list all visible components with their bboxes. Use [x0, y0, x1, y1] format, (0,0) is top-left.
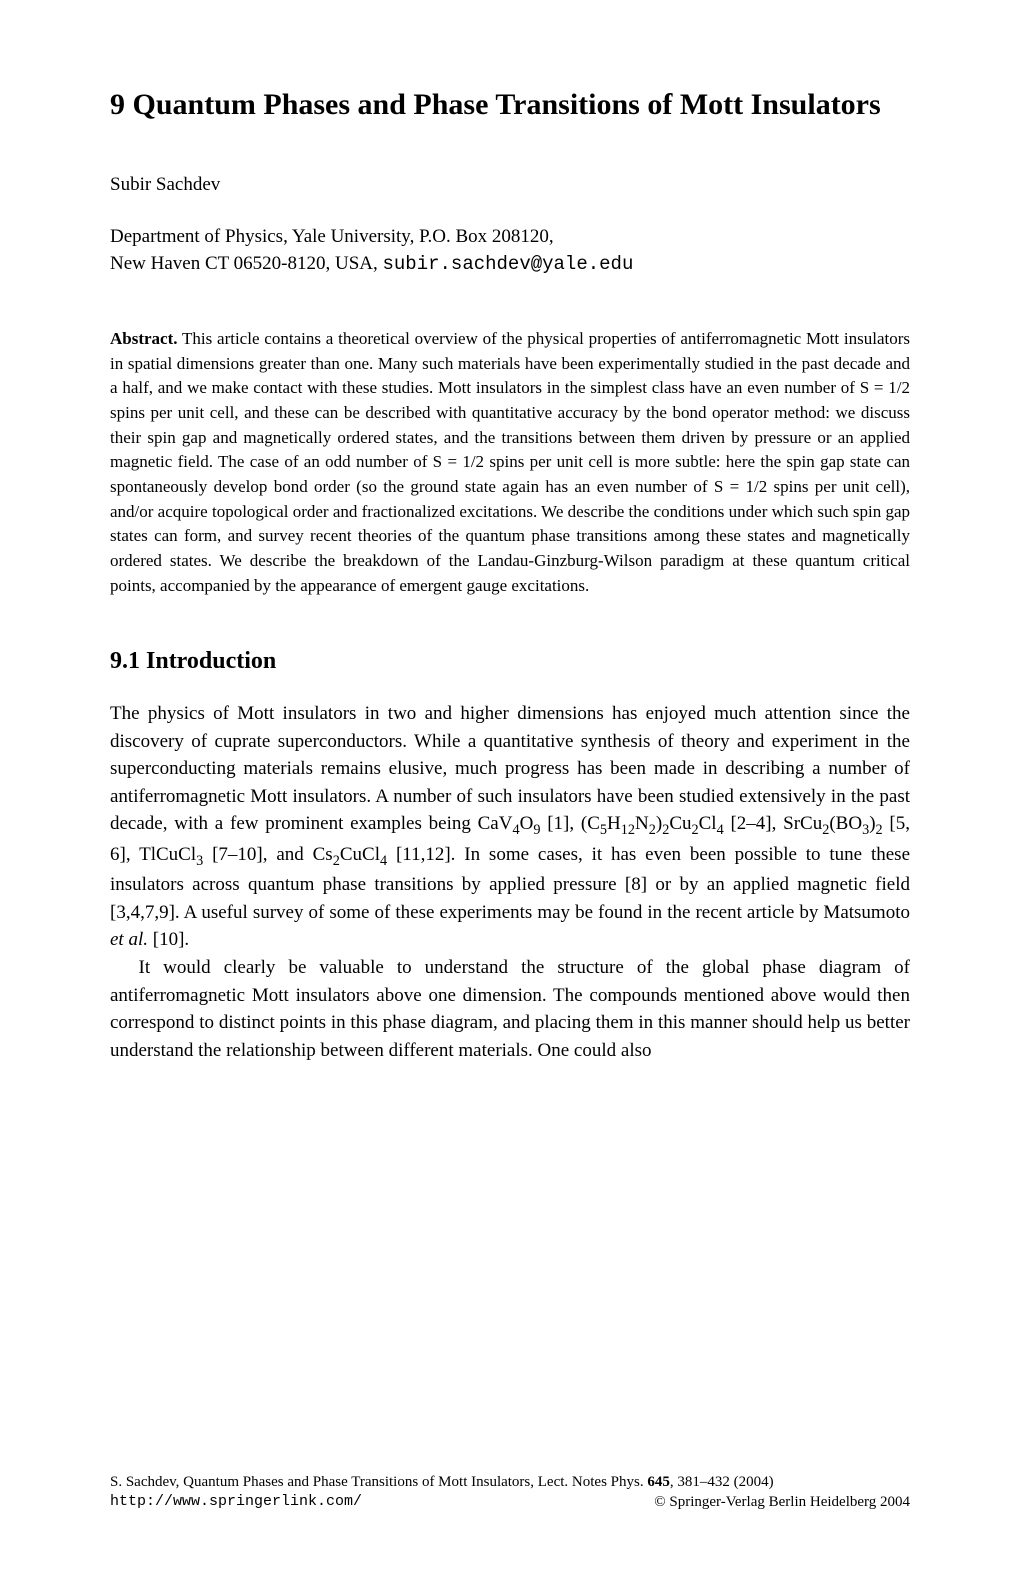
footer-citation: S. Sachdev, Quantum Phases and Phase Tra…	[110, 1472, 910, 1492]
chapter-title: 9 Quantum Phases and Phase Transitions o…	[110, 85, 910, 124]
paragraph-1: The physics of Mott insulators in two an…	[110, 700, 910, 954]
body-text: The physics of Mott insulators in two an…	[110, 700, 910, 1064]
abstract-label: Abstract.	[110, 329, 178, 348]
section-heading: 9.1 Introduction	[110, 648, 910, 675]
affiliation-line1: Department of Physics, Yale University, …	[110, 226, 554, 247]
affiliation-line2: New Haven CT 06520-8120, USA,	[110, 253, 383, 274]
abstract: Abstract. This article contains a theore…	[110, 327, 910, 598]
footer-copyright: © Springer-Verlag Berlin Heidelberg 2004	[654, 1492, 910, 1512]
author-affiliation: Department of Physics, Yale University, …	[110, 224, 910, 277]
footer-url: http://www.springerlink.com/	[110, 1492, 362, 1512]
abstract-text: This article contains a theoretical over…	[110, 329, 910, 594]
author-email: subir.sachdev@yale.edu	[383, 253, 634, 275]
footer: S. Sachdev, Quantum Phases and Phase Tra…	[110, 1472, 910, 1513]
paragraph-2: It would clearly be valuable to understa…	[110, 954, 910, 1064]
author-name: Subir Sachdev	[110, 174, 910, 196]
